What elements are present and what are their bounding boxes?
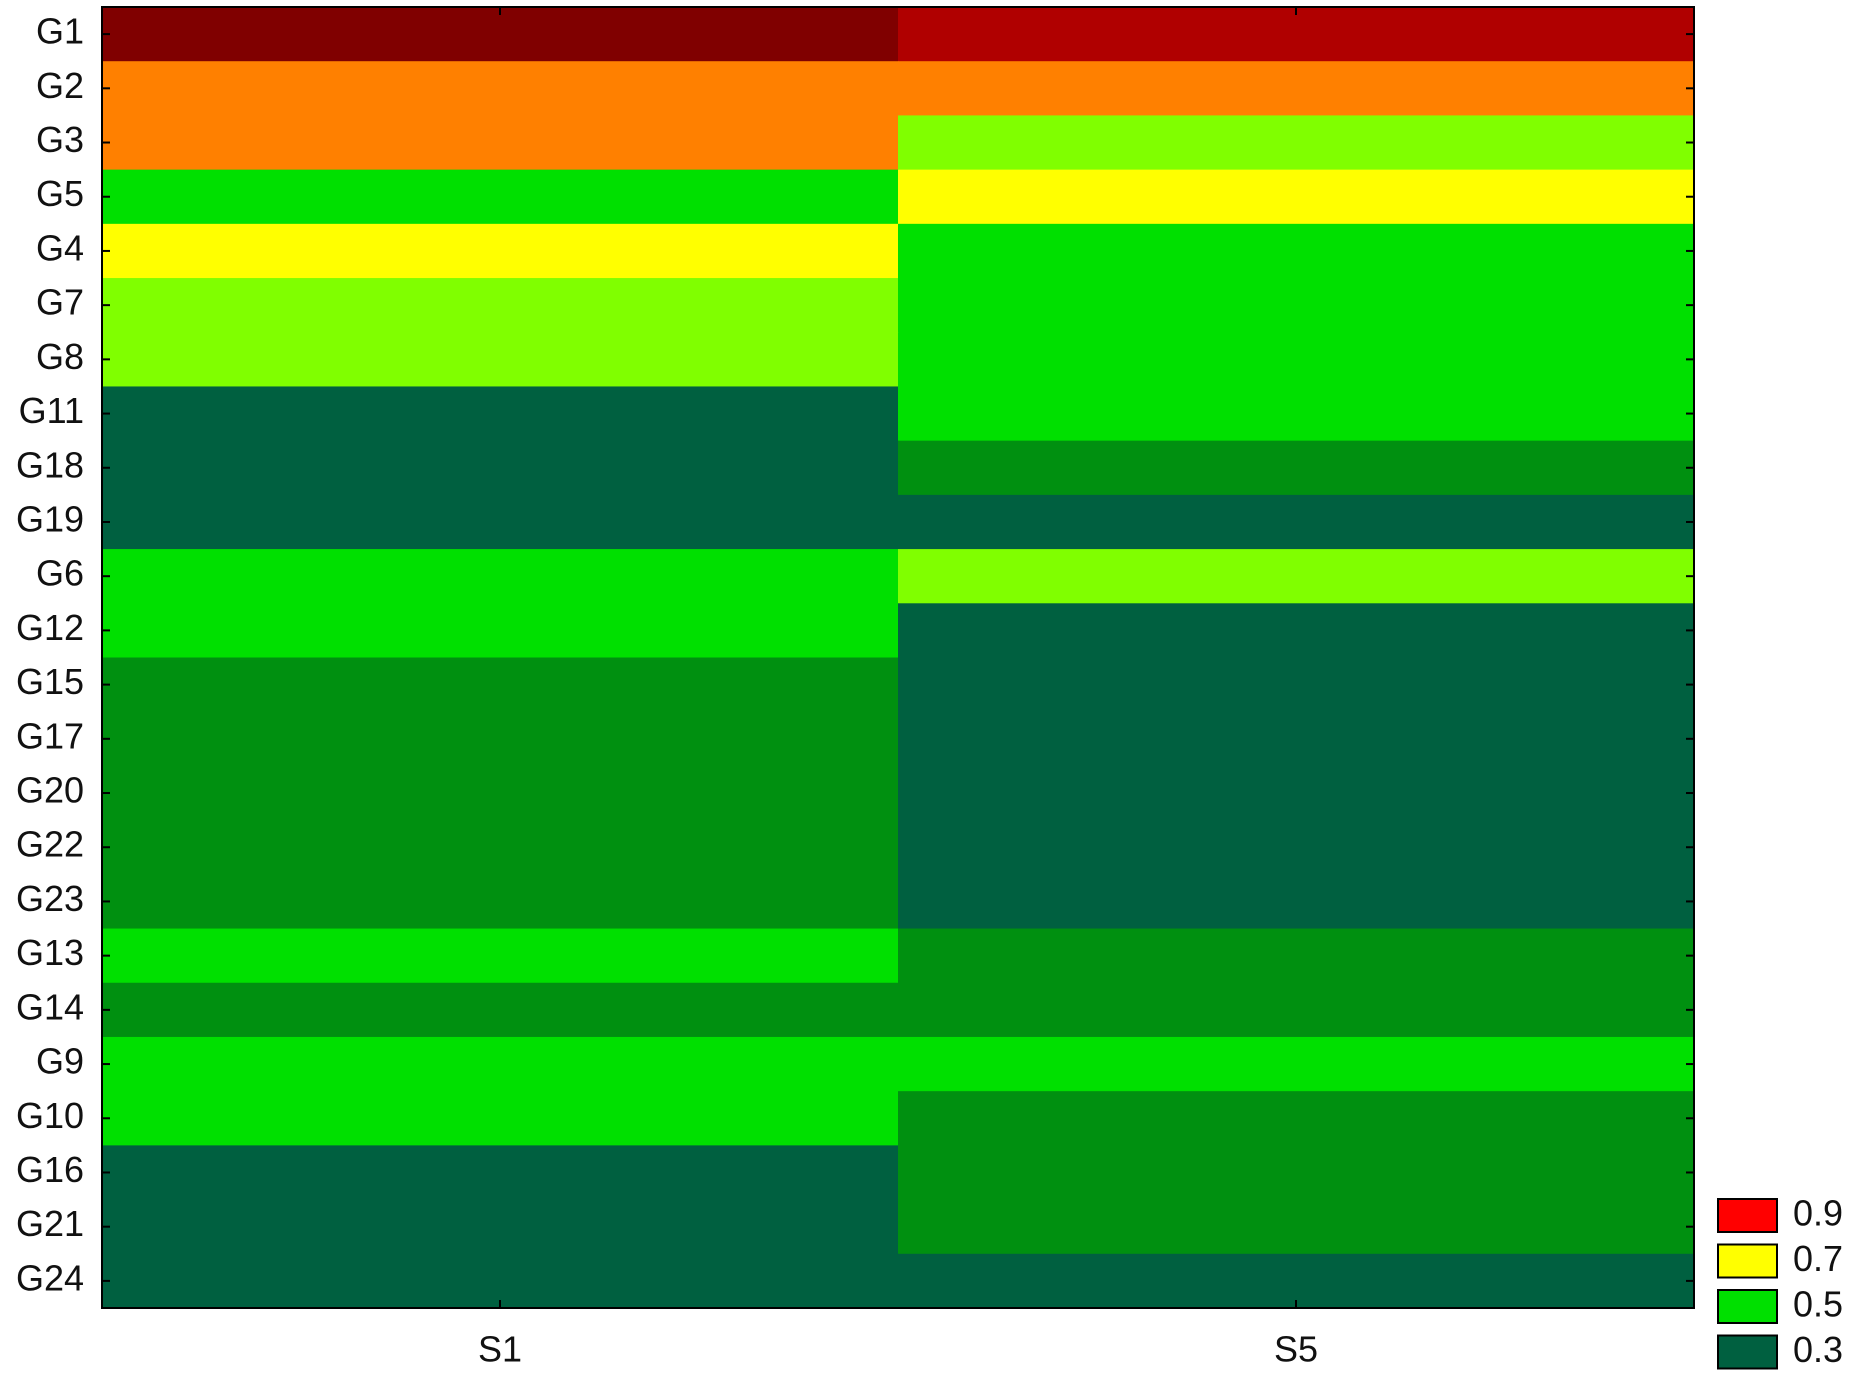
heat-cell [102, 1036, 899, 1092]
heat-cell [898, 711, 1695, 767]
y-tick-label: G5 [36, 173, 84, 214]
heat-cell [898, 874, 1695, 930]
heat-cell [102, 440, 899, 496]
legend-label: 0.9 [1793, 1193, 1843, 1234]
heat-cell [898, 982, 1695, 1038]
y-tick-label: G13 [16, 932, 84, 973]
heat-cell [102, 982, 899, 1038]
legend-swatch [1717, 1243, 1778, 1279]
heat-cell [102, 223, 899, 279]
heat-cell [102, 332, 899, 387]
heat-cell [898, 1036, 1695, 1092]
heat-cell [102, 115, 899, 171]
heat-cell [102, 928, 899, 984]
heat-cell [898, 765, 1695, 821]
y-tick-label: G3 [36, 119, 84, 160]
y-tick-label: G20 [16, 770, 84, 811]
y-tick-label: G9 [36, 1041, 84, 1082]
legend-swatch [1717, 1334, 1778, 1370]
heat-cell [898, 1091, 1695, 1146]
heat-cell [102, 494, 899, 550]
heat-cell [898, 1199, 1695, 1255]
y-tick-label: G4 [36, 227, 84, 268]
y-tick-label: G11 [19, 390, 84, 431]
heat-cell [898, 115, 1695, 171]
y-tick-label: G2 [36, 65, 84, 106]
y-tick-label: G10 [16, 1095, 84, 1136]
legend-label: 0.7 [1793, 1238, 1843, 1279]
plot-frame [101, 6, 1695, 1309]
y-tick-label: G21 [16, 1203, 84, 1244]
heat-cell [102, 61, 899, 116]
y-tick-label: G19 [16, 498, 84, 539]
heat-cell [102, 1145, 899, 1201]
y-tick-label: G1 [36, 11, 84, 52]
y-tick-label: G14 [16, 986, 84, 1027]
y-tick-label: G18 [16, 444, 84, 485]
heat-cell [898, 278, 1695, 333]
y-tick-label: G7 [36, 282, 84, 323]
heat-cell [102, 1199, 899, 1255]
heat-cell [898, 386, 1695, 442]
x-tick-label: S1 [478, 1329, 522, 1370]
heat-cell [898, 440, 1695, 496]
heat-cell [898, 1145, 1695, 1201]
heat-cell [102, 278, 899, 333]
y-tick-label: G15 [16, 661, 84, 702]
heat-cell [102, 169, 899, 225]
heat-cell [102, 711, 899, 767]
heat-cell [898, 61, 1695, 116]
legend-label: 0.5 [1793, 1284, 1843, 1325]
y-tick-label: G16 [16, 1149, 84, 1190]
heat-cell [102, 820, 899, 875]
legend-swatch [1717, 1198, 1778, 1233]
heat-cell [898, 332, 1695, 387]
heat-cell [102, 874, 899, 930]
heat-cell [898, 494, 1695, 550]
heat-cell [102, 549, 899, 604]
heat-cell [898, 928, 1695, 984]
heat-cell [102, 765, 899, 821]
y-tick-label: G17 [16, 715, 84, 756]
heat-cell [898, 7, 1695, 62]
heat-cell [898, 657, 1695, 713]
heat-cell [102, 1091, 899, 1146]
y-tick-label: G24 [16, 1257, 84, 1298]
x-tick-label: S5 [1274, 1329, 1318, 1370]
heat-cell [898, 603, 1695, 658]
heat-cell [898, 549, 1695, 604]
legend-label: 0.3 [1793, 1329, 1843, 1370]
heat-cell [102, 386, 899, 442]
heat-cell [102, 7, 899, 62]
heat-cell [898, 223, 1695, 279]
heat-cell [102, 603, 899, 658]
heat-cell [102, 1253, 899, 1309]
heat-cell [102, 657, 899, 713]
heat-cell [898, 1253, 1695, 1309]
y-tick-label: G12 [16, 607, 84, 648]
heat-cell [898, 820, 1695, 875]
y-tick-label: G22 [16, 824, 84, 865]
legend-swatch [1717, 1289, 1778, 1324]
y-tick-label: G8 [36, 336, 84, 377]
y-tick-label: G6 [36, 553, 84, 594]
heat-cell [898, 169, 1695, 225]
y-tick-label: G23 [16, 878, 84, 919]
